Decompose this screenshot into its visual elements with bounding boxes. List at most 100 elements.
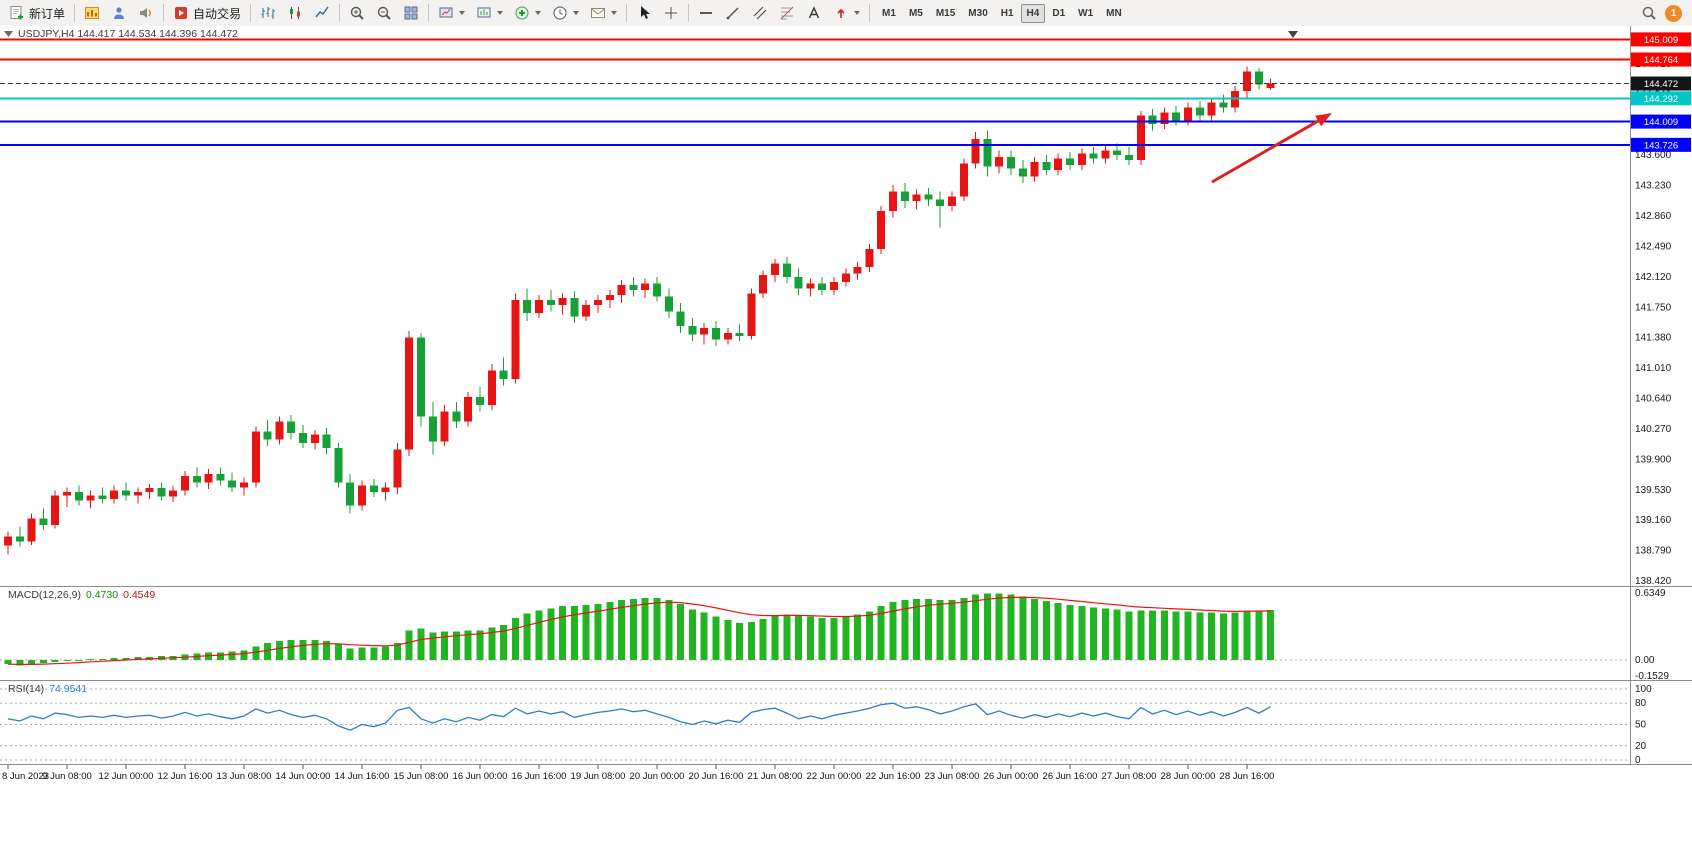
text-tool-button[interactable] (801, 1, 827, 25)
zoom-out-button[interactable] (371, 1, 397, 25)
crosshair-icon (663, 5, 679, 21)
line-chart-icon (314, 5, 330, 21)
candle-body (605, 294, 614, 300)
rsi-value: 74.9541 (49, 683, 88, 695)
market-watch-icon (84, 5, 100, 21)
svg-text:9 Jun 08:00: 9 Jun 08:00 (42, 771, 92, 782)
tf-button-MN[interactable]: MN (1106, 7, 1122, 19)
candle-body (417, 337, 425, 417)
tf-button-M15[interactable]: M15 (935, 7, 956, 19)
monitor-chart-icon (438, 5, 454, 21)
caret-down-icon (573, 11, 580, 15)
candle-body (393, 449, 402, 488)
tf-button-M1[interactable]: M1 (882, 7, 896, 19)
toolbar: 新订单 自动交易 M1 M5 M15 M30 H1 H4 D1 W1 MN 1 (0, 0, 1692, 27)
chart-layers: 138.420 138.790 139.160 139.530 139.900 140.2… (0, 26, 1692, 782)
candle-body (1254, 71, 1263, 85)
svg-text:139.530: 139.530 (1635, 485, 1672, 496)
trend-arrow[interactable] (1211, 116, 1325, 184)
candle-body (653, 283, 661, 297)
candle-body (759, 275, 768, 294)
tf-button-H4[interactable]: H4 (1020, 3, 1046, 23)
svg-text:144.764: 144.764 (1644, 55, 1678, 66)
navigator-button[interactable] (133, 1, 159, 25)
macd-label: MACD(12,26,9) 0.4730 0.4549 (8, 589, 155, 601)
candle-body (39, 518, 48, 526)
candlestick-chart-button[interactable] (282, 1, 308, 25)
toolbar-separator (869, 4, 871, 22)
tf-button-M30[interactable]: M30 (968, 7, 988, 19)
tf-button-W1[interactable]: W1 (1078, 7, 1094, 19)
macd-histogram (4, 593, 1275, 666)
zoom-in-button[interactable] (344, 1, 370, 25)
candle-body (617, 285, 626, 295)
bar-chart-button[interactable] (255, 1, 281, 25)
candle-body (889, 191, 897, 212)
market-watch-button[interactable] (79, 1, 105, 25)
candle-body (74, 492, 83, 501)
time-axis[interactable] (0, 738, 1692, 768)
data-window-button[interactable] (106, 1, 132, 25)
svg-text:142.120: 142.120 (1635, 272, 1672, 283)
candle-body (251, 431, 260, 483)
price-axis[interactable] (1630, 26, 1692, 738)
chart-shift-marker[interactable] (1288, 31, 1298, 38)
trend-arrow-head[interactable] (1315, 113, 1332, 127)
profiles-button[interactable] (433, 1, 470, 25)
svg-text:16 Jun 00:00: 16 Jun 00:00 (453, 771, 508, 782)
candle-body (594, 299, 602, 305)
svg-text:139.160: 139.160 (1635, 515, 1672, 526)
indicators-button[interactable] (509, 1, 546, 25)
chart-shift-button[interactable] (471, 1, 508, 25)
search-button[interactable] (1636, 1, 1662, 25)
tf-button-D1[interactable]: D1 (1052, 7, 1066, 19)
candle-body (405, 337, 414, 450)
candle-body (110, 490, 119, 499)
candle-body (15, 536, 24, 542)
horizontal-line-button[interactable] (693, 1, 719, 25)
svg-text:80: 80 (1635, 698, 1647, 709)
macd-name: MACD(12,26,9) (8, 589, 81, 601)
macd-main-value: 0.4730 (85, 589, 119, 601)
price-badge (1631, 52, 1691, 67)
candle-body (452, 411, 461, 422)
tf-button-M5[interactable]: M5 (908, 7, 923, 19)
candle-body (948, 196, 956, 207)
svg-text:19 Jun 08:00: 19 Jun 08:00 (571, 771, 626, 782)
zoom-in-icon (349, 5, 365, 21)
candle-body (1089, 153, 1098, 159)
candle-body (133, 492, 142, 496)
auto-trading-button[interactable]: 自动交易 (168, 1, 246, 25)
auto-trading-icon (173, 5, 189, 21)
tile-windows-button[interactable] (398, 1, 424, 25)
candle-body (1266, 83, 1275, 89)
channel-button[interactable] (747, 1, 773, 25)
candle-body (700, 327, 709, 335)
chart-canvas[interactable]: 138.420 138.790 139.160 139.530 139.900 140.2… (0, 26, 1692, 849)
fibonacci-button[interactable] (774, 1, 800, 25)
candle-body (1007, 156, 1015, 169)
crosshair-button[interactable] (658, 1, 684, 25)
candle-body (499, 370, 508, 379)
trendline-button[interactable] (720, 1, 746, 25)
arrow-tool-button[interactable] (828, 1, 865, 25)
svg-text:142.490: 142.490 (1635, 241, 1672, 252)
candle-body (582, 304, 591, 317)
templates-button[interactable] (585, 1, 622, 25)
price-badge (1631, 137, 1691, 152)
toolbar-separator (428, 4, 430, 22)
svg-text:26 Jun 16:00: 26 Jun 16:00 (1043, 771, 1098, 782)
periods-button[interactable] (547, 1, 584, 25)
caret-down-icon (497, 11, 504, 15)
cursor-button[interactable] (631, 1, 657, 25)
candle-body (310, 434, 319, 443)
new-order-button[interactable]: 新订单 (4, 1, 70, 25)
candle-body (157, 488, 166, 497)
tf-button-H1[interactable]: H1 (1000, 7, 1014, 19)
notification-badge[interactable]: 1 (1665, 4, 1682, 22)
svg-text:-0.1529: -0.1529 (1635, 671, 1669, 682)
line-chart-button[interactable] (309, 1, 335, 25)
one-click-trading-toggle[interactable] (4, 31, 13, 37)
candle-body (381, 487, 390, 493)
candle-body (1113, 150, 1122, 156)
